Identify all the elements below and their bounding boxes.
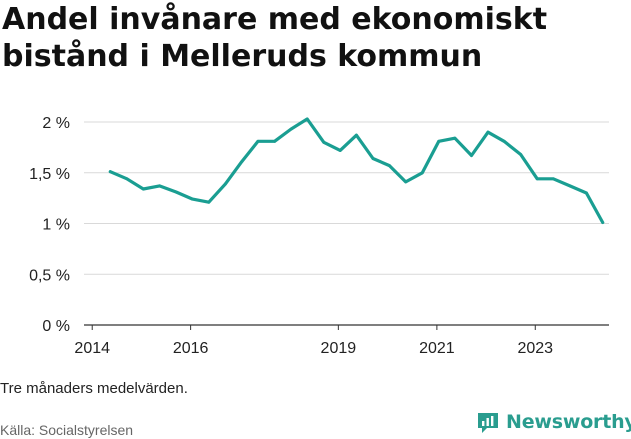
data-point [453,136,457,140]
brand-logo[interactable]: Newsworthy [476,410,631,434]
data-point [322,140,326,144]
y-tick-label: 1,5 % [29,166,70,183]
data-point [371,157,375,160]
newsworthy-logo-icon [478,413,498,433]
data-point [585,191,588,195]
data-point [601,221,605,224]
data-point [404,180,408,184]
data-point [437,139,441,143]
data-point [256,139,260,143]
data-point [568,184,572,188]
data-point [388,164,391,168]
data-point [420,171,424,175]
data-point [519,153,523,156]
y-tick-label: 0,5 % [29,267,70,284]
x-tick-label: 2019 [321,340,357,357]
data-point [470,154,473,157]
data-series [108,117,605,225]
data-point [338,149,342,152]
data-point [273,139,276,143]
data-point [108,170,112,174]
data-point [141,187,145,191]
x-tick-label: 2021 [419,340,455,357]
y-tick-label: 0 % [42,318,70,335]
chart-title: Andel invånare med ekonomiskt bistånd i … [2,2,548,74]
data-point [289,127,293,131]
data-point [502,139,506,143]
x-tick-label: 2014 [74,340,110,357]
data-point [158,184,161,188]
x-axis-tick-labels: 2014 2016 2019 2021 2023 [74,325,553,357]
y-tick-label: 1 % [42,217,70,234]
data-point [207,200,211,204]
data-point [355,133,358,137]
data-point [224,182,227,186]
source-label: Källa: Socialstyrelsen [0,422,134,438]
y-axis-tick-labels: 0 % 0,5 % 1 % 1,5 % 2 % [29,115,70,335]
chart-note: Tre månaders medelvärden. [0,380,188,397]
y-tick-label: 2 % [42,115,70,132]
brand-name: Newsworthy [506,411,631,433]
data-point [305,117,309,121]
data-point [125,177,129,181]
data-point [551,177,555,181]
data-point [191,197,194,201]
x-tick-label: 2023 [517,340,553,357]
data-point [240,160,244,164]
data-point [486,130,490,134]
data-point [535,177,539,181]
data-point [174,190,178,194]
x-tick-label: 2016 [173,340,209,357]
gridlines [84,121,609,275]
